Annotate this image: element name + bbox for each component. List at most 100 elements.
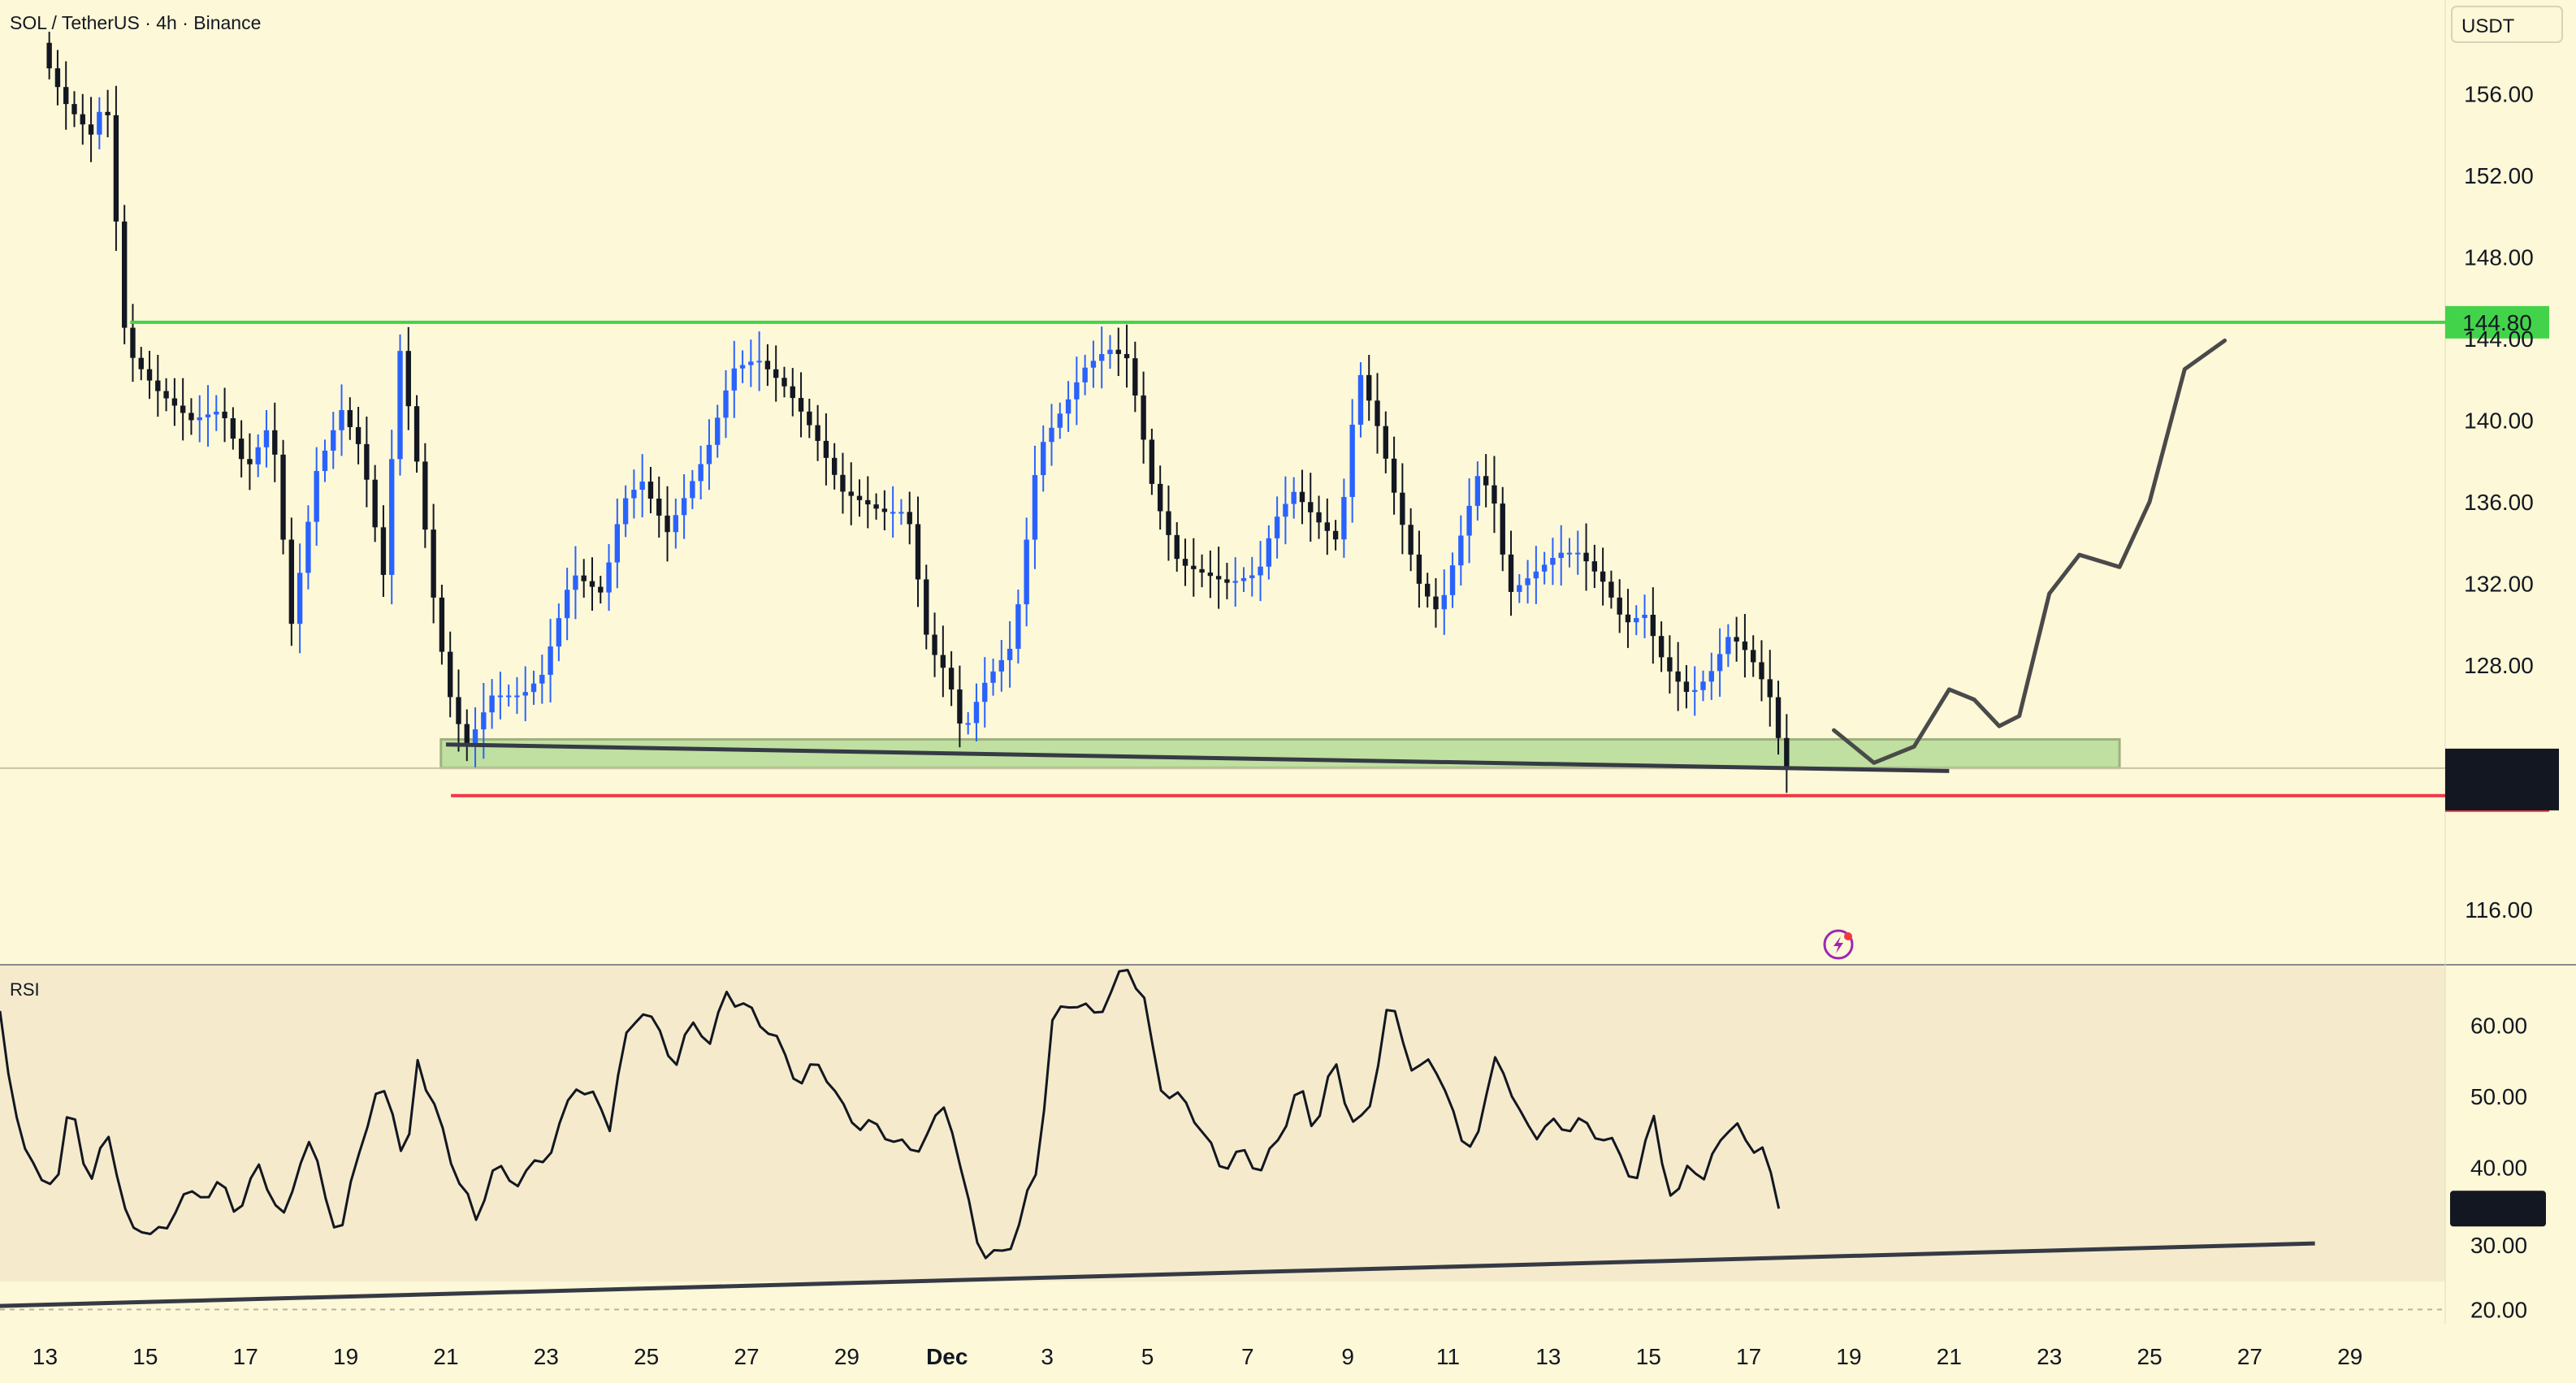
candle[interactable]	[339, 409, 344, 430]
candle[interactable]	[1065, 399, 1072, 414]
rsi-line[interactable]	[0, 969, 1781, 1260]
candle[interactable]	[1215, 576, 1222, 580]
candle[interactable]	[1700, 681, 1706, 690]
candle[interactable]	[1391, 458, 1397, 493]
candle[interactable]	[932, 634, 937, 655]
candle[interactable]	[322, 450, 328, 472]
candle[interactable]	[305, 521, 311, 573]
candle[interactable]	[1332, 530, 1339, 540]
candle[interactable]	[522, 692, 528, 696]
candle[interactable]	[1491, 485, 1497, 504]
candle[interactable]	[489, 695, 495, 713]
candle[interactable]	[1090, 361, 1097, 368]
candle[interactable]	[798, 398, 804, 412]
candle[interactable]	[497, 695, 504, 698]
candle[interactable]	[431, 529, 436, 598]
candle[interactable]	[673, 515, 678, 533]
candle[interactable]	[405, 351, 411, 407]
currency-button[interactable]	[2451, 6, 2563, 43]
candle[interactable]	[998, 659, 1005, 672]
candle[interactable]	[314, 471, 319, 522]
candle[interactable]	[1166, 511, 1171, 535]
candle[interactable]	[63, 87, 69, 105]
candle[interactable]	[890, 512, 896, 514]
candle[interactable]	[1182, 559, 1188, 566]
candle[interactable]	[1525, 578, 1530, 586]
candle[interactable]	[990, 671, 996, 683]
candle[interactable]	[247, 459, 253, 465]
candle[interactable]	[1316, 512, 1322, 523]
candle[interactable]	[1232, 581, 1238, 583]
candle[interactable]	[622, 498, 629, 525]
candle[interactable]	[957, 689, 963, 724]
candle[interactable]	[1458, 535, 1464, 566]
candle[interactable]	[1041, 442, 1046, 475]
candle[interactable]	[397, 351, 403, 460]
candle[interactable]	[848, 491, 854, 496]
candle[interactable]	[163, 391, 169, 399]
candle[interactable]	[1258, 566, 1263, 576]
candle[interactable]	[1099, 353, 1105, 361]
candle[interactable]	[472, 729, 478, 747]
candle[interactable]	[456, 697, 461, 724]
candle[interactable]	[915, 524, 921, 580]
candle[interactable]	[1775, 697, 1782, 738]
candle[interactable]	[1115, 349, 1121, 354]
candle[interactable]	[530, 683, 537, 693]
candle[interactable]	[781, 378, 787, 387]
candle[interactable]	[1149, 439, 1155, 484]
candle[interactable]	[556, 618, 562, 647]
candle[interactable]	[815, 425, 820, 441]
candle[interactable]	[105, 111, 110, 115]
candle[interactable]	[1291, 491, 1297, 504]
support-trendline[interactable]	[445, 742, 1950, 773]
candle[interactable]	[389, 459, 395, 575]
candle[interactable]	[1558, 552, 1564, 559]
candle[interactable]	[907, 512, 912, 525]
candle[interactable]	[1357, 374, 1364, 425]
candle[interactable]	[982, 682, 988, 702]
candle[interactable]	[1675, 671, 1681, 682]
candle[interactable]	[1751, 650, 1756, 663]
candle[interactable]	[690, 481, 695, 499]
candle[interactable]	[739, 365, 746, 369]
candle[interactable]	[1466, 505, 1472, 536]
candle[interactable]	[1449, 565, 1456, 595]
candle[interactable]	[1324, 522, 1331, 531]
candle[interactable]	[54, 68, 61, 88]
candle[interactable]	[1049, 427, 1054, 443]
candle[interactable]	[188, 413, 194, 421]
candle[interactable]	[80, 114, 85, 125]
candle[interactable]	[748, 361, 754, 365]
candle[interactable]	[1608, 581, 1614, 598]
projection-path[interactable]	[1832, 338, 2227, 765]
candle[interactable]	[1617, 597, 1622, 615]
candle[interactable]	[130, 327, 136, 358]
candle[interactable]	[840, 474, 846, 492]
last-price-tag[interactable]	[2445, 748, 2559, 810]
candle[interactable]	[698, 464, 704, 482]
candle[interactable]	[71, 104, 77, 115]
candle[interactable]	[1224, 579, 1230, 583]
candle[interactable]	[1759, 662, 1764, 680]
candle[interactable]	[681, 498, 687, 516]
candle[interactable]	[1508, 554, 1514, 592]
candle[interactable]	[1550, 558, 1556, 565]
candle[interactable]	[1266, 538, 1272, 567]
candle[interactable]	[1583, 552, 1589, 562]
candle[interactable]	[1400, 492, 1405, 525]
candle[interactable]	[413, 406, 420, 462]
candle[interactable]	[1441, 594, 1447, 610]
candle[interactable]	[122, 221, 128, 328]
candle[interactable]	[1416, 554, 1422, 584]
candle[interactable]	[881, 508, 888, 512]
candle[interactable]	[1600, 571, 1606, 582]
candle[interactable]	[1658, 636, 1665, 658]
candle[interactable]	[948, 668, 955, 690]
candle[interactable]	[505, 695, 512, 698]
candle[interactable]	[614, 524, 621, 563]
candle[interactable]	[1717, 654, 1723, 672]
price-pane[interactable]: 144.80121.59116.00128.00132.00136.00140.…	[0, 32, 2559, 923]
alert-icon[interactable]	[1823, 929, 1854, 960]
